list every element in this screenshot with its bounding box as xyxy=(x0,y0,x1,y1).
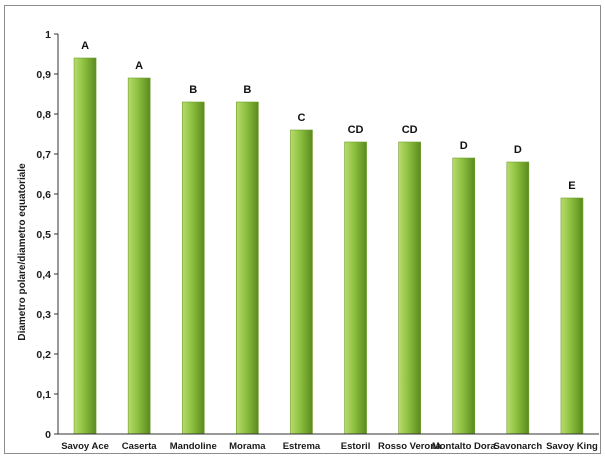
data-label: C xyxy=(297,112,305,124)
bars-group xyxy=(73,57,584,435)
bar xyxy=(398,141,421,435)
y-tick-label: 0,8 xyxy=(36,109,51,121)
data-label: D xyxy=(460,140,468,152)
chart-frame: Diametro polare/diametro equatoriale 0 0,… xyxy=(4,5,601,454)
x-tick-label: Estoril xyxy=(341,441,371,452)
y-tick-label: 0,5 xyxy=(36,229,51,241)
x-tick-label: Estrema xyxy=(283,441,321,452)
bar xyxy=(181,101,205,435)
data-label: A xyxy=(135,60,143,72)
bar xyxy=(560,197,584,435)
y-tick-label: 0,2 xyxy=(36,349,51,361)
y-tick-label: 1 xyxy=(45,29,51,41)
x-tick-label: Mandoline xyxy=(170,441,217,452)
bar-chart: Diametro polare/diametro equatoriale 0 0,… xyxy=(17,29,599,452)
data-label: CD xyxy=(348,124,364,136)
y-tick-label: 0,1 xyxy=(36,389,51,401)
bar xyxy=(236,101,259,435)
x-tick-label: Savoy Ace xyxy=(61,441,109,452)
bar xyxy=(506,161,530,435)
data-labels-group: A A B B C CD CD D D E xyxy=(81,40,576,192)
data-label: E xyxy=(568,180,575,192)
x-tick-label: Rosso Verona xyxy=(378,441,442,452)
axes xyxy=(57,34,599,435)
y-tick-label: 0,4 xyxy=(36,269,51,281)
bar xyxy=(344,141,367,435)
bar xyxy=(73,57,97,435)
data-label: A xyxy=(81,40,89,52)
data-label: D xyxy=(514,144,522,156)
x-axis-labels: Savoy Ace Caserta Mandoline Morama Estrema Es… xyxy=(61,441,598,452)
data-label: CD xyxy=(402,124,418,136)
bar xyxy=(127,77,151,435)
x-tick-label: Morama xyxy=(229,441,266,452)
y-axis-ticks: 0 0,1 0,2 0,3 0,4 0,5 0,6 0,7 0,8 0,9 1 xyxy=(36,29,58,441)
y-tick-label: 0,6 xyxy=(36,189,51,201)
bar xyxy=(290,129,313,435)
y-tick-label: 0 xyxy=(45,429,51,441)
y-tick-label: 0,7 xyxy=(36,149,51,161)
x-tick-label: Savoy King xyxy=(546,441,598,452)
x-tick-label: Caserta xyxy=(122,441,158,452)
data-label: B xyxy=(189,84,197,96)
y-tick-label: 0,9 xyxy=(36,69,51,81)
x-tick-label: Savonarch xyxy=(494,441,543,452)
x-tick-label: Montalto Dora xyxy=(432,441,497,452)
bar xyxy=(452,157,476,435)
y-tick-label: 0,3 xyxy=(36,309,51,321)
y-axis-title: Diametro polare/diametro equatoriale xyxy=(17,163,28,341)
data-label: B xyxy=(243,84,251,96)
y-axis-title-group: Diametro polare/diametro equatoriale xyxy=(17,163,28,341)
